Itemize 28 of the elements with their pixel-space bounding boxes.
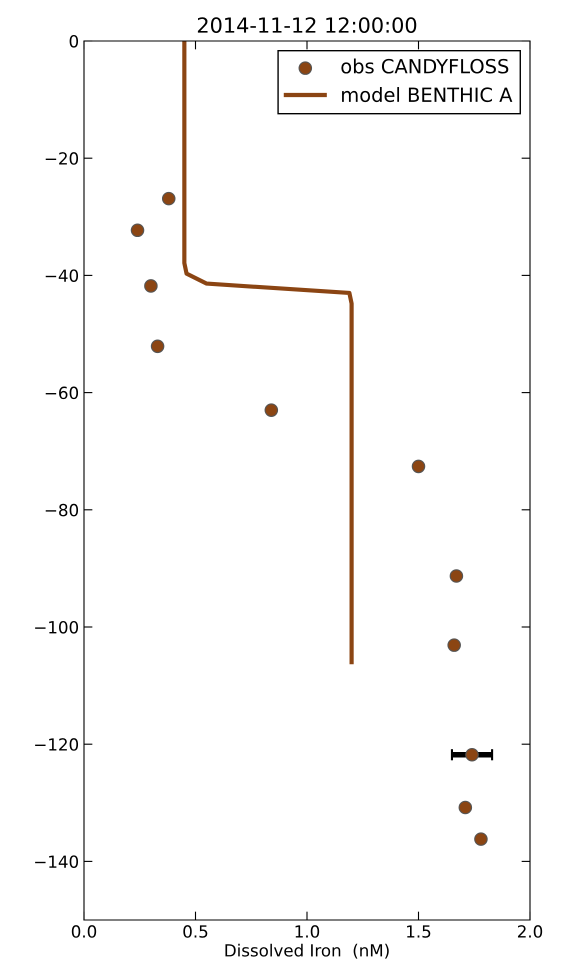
legend-label: model BENTHIC A (342, 87, 512, 102)
y-tick-label: −140 (35, 855, 78, 868)
chart-title: 2014-11-12 12:00:00 (198, 17, 416, 33)
y-tick-label: −100 (35, 620, 78, 634)
point (458, 800, 472, 814)
x-tick-label: 1.5 (407, 925, 430, 938)
x-tick-label: 0.5 (183, 925, 208, 938)
point (150, 340, 164, 354)
y-tick-label: −60 (46, 386, 78, 400)
point (465, 748, 479, 762)
x-tick-label: 0.0 (72, 925, 96, 938)
point (264, 403, 278, 417)
x-axis-title: Dissolved Iron (nM) (225, 944, 389, 959)
point (144, 279, 158, 293)
point (412, 460, 426, 474)
y-tick-label: −40 (46, 269, 78, 282)
x-tick-label: 2.0 (518, 925, 542, 938)
legend-label: obs CANDYFLOSS (341, 58, 508, 74)
point (447, 638, 461, 652)
y-tick-label: −120 (35, 738, 78, 751)
y-tick-label: −80 (46, 504, 78, 516)
y-tick-label: −20 (46, 152, 78, 165)
point (474, 832, 488, 846)
x-tick-label: 1.0 (296, 925, 320, 938)
point (450, 569, 464, 583)
point (162, 192, 176, 206)
point (130, 224, 144, 238)
y-tick-label: 0 (70, 34, 78, 48)
